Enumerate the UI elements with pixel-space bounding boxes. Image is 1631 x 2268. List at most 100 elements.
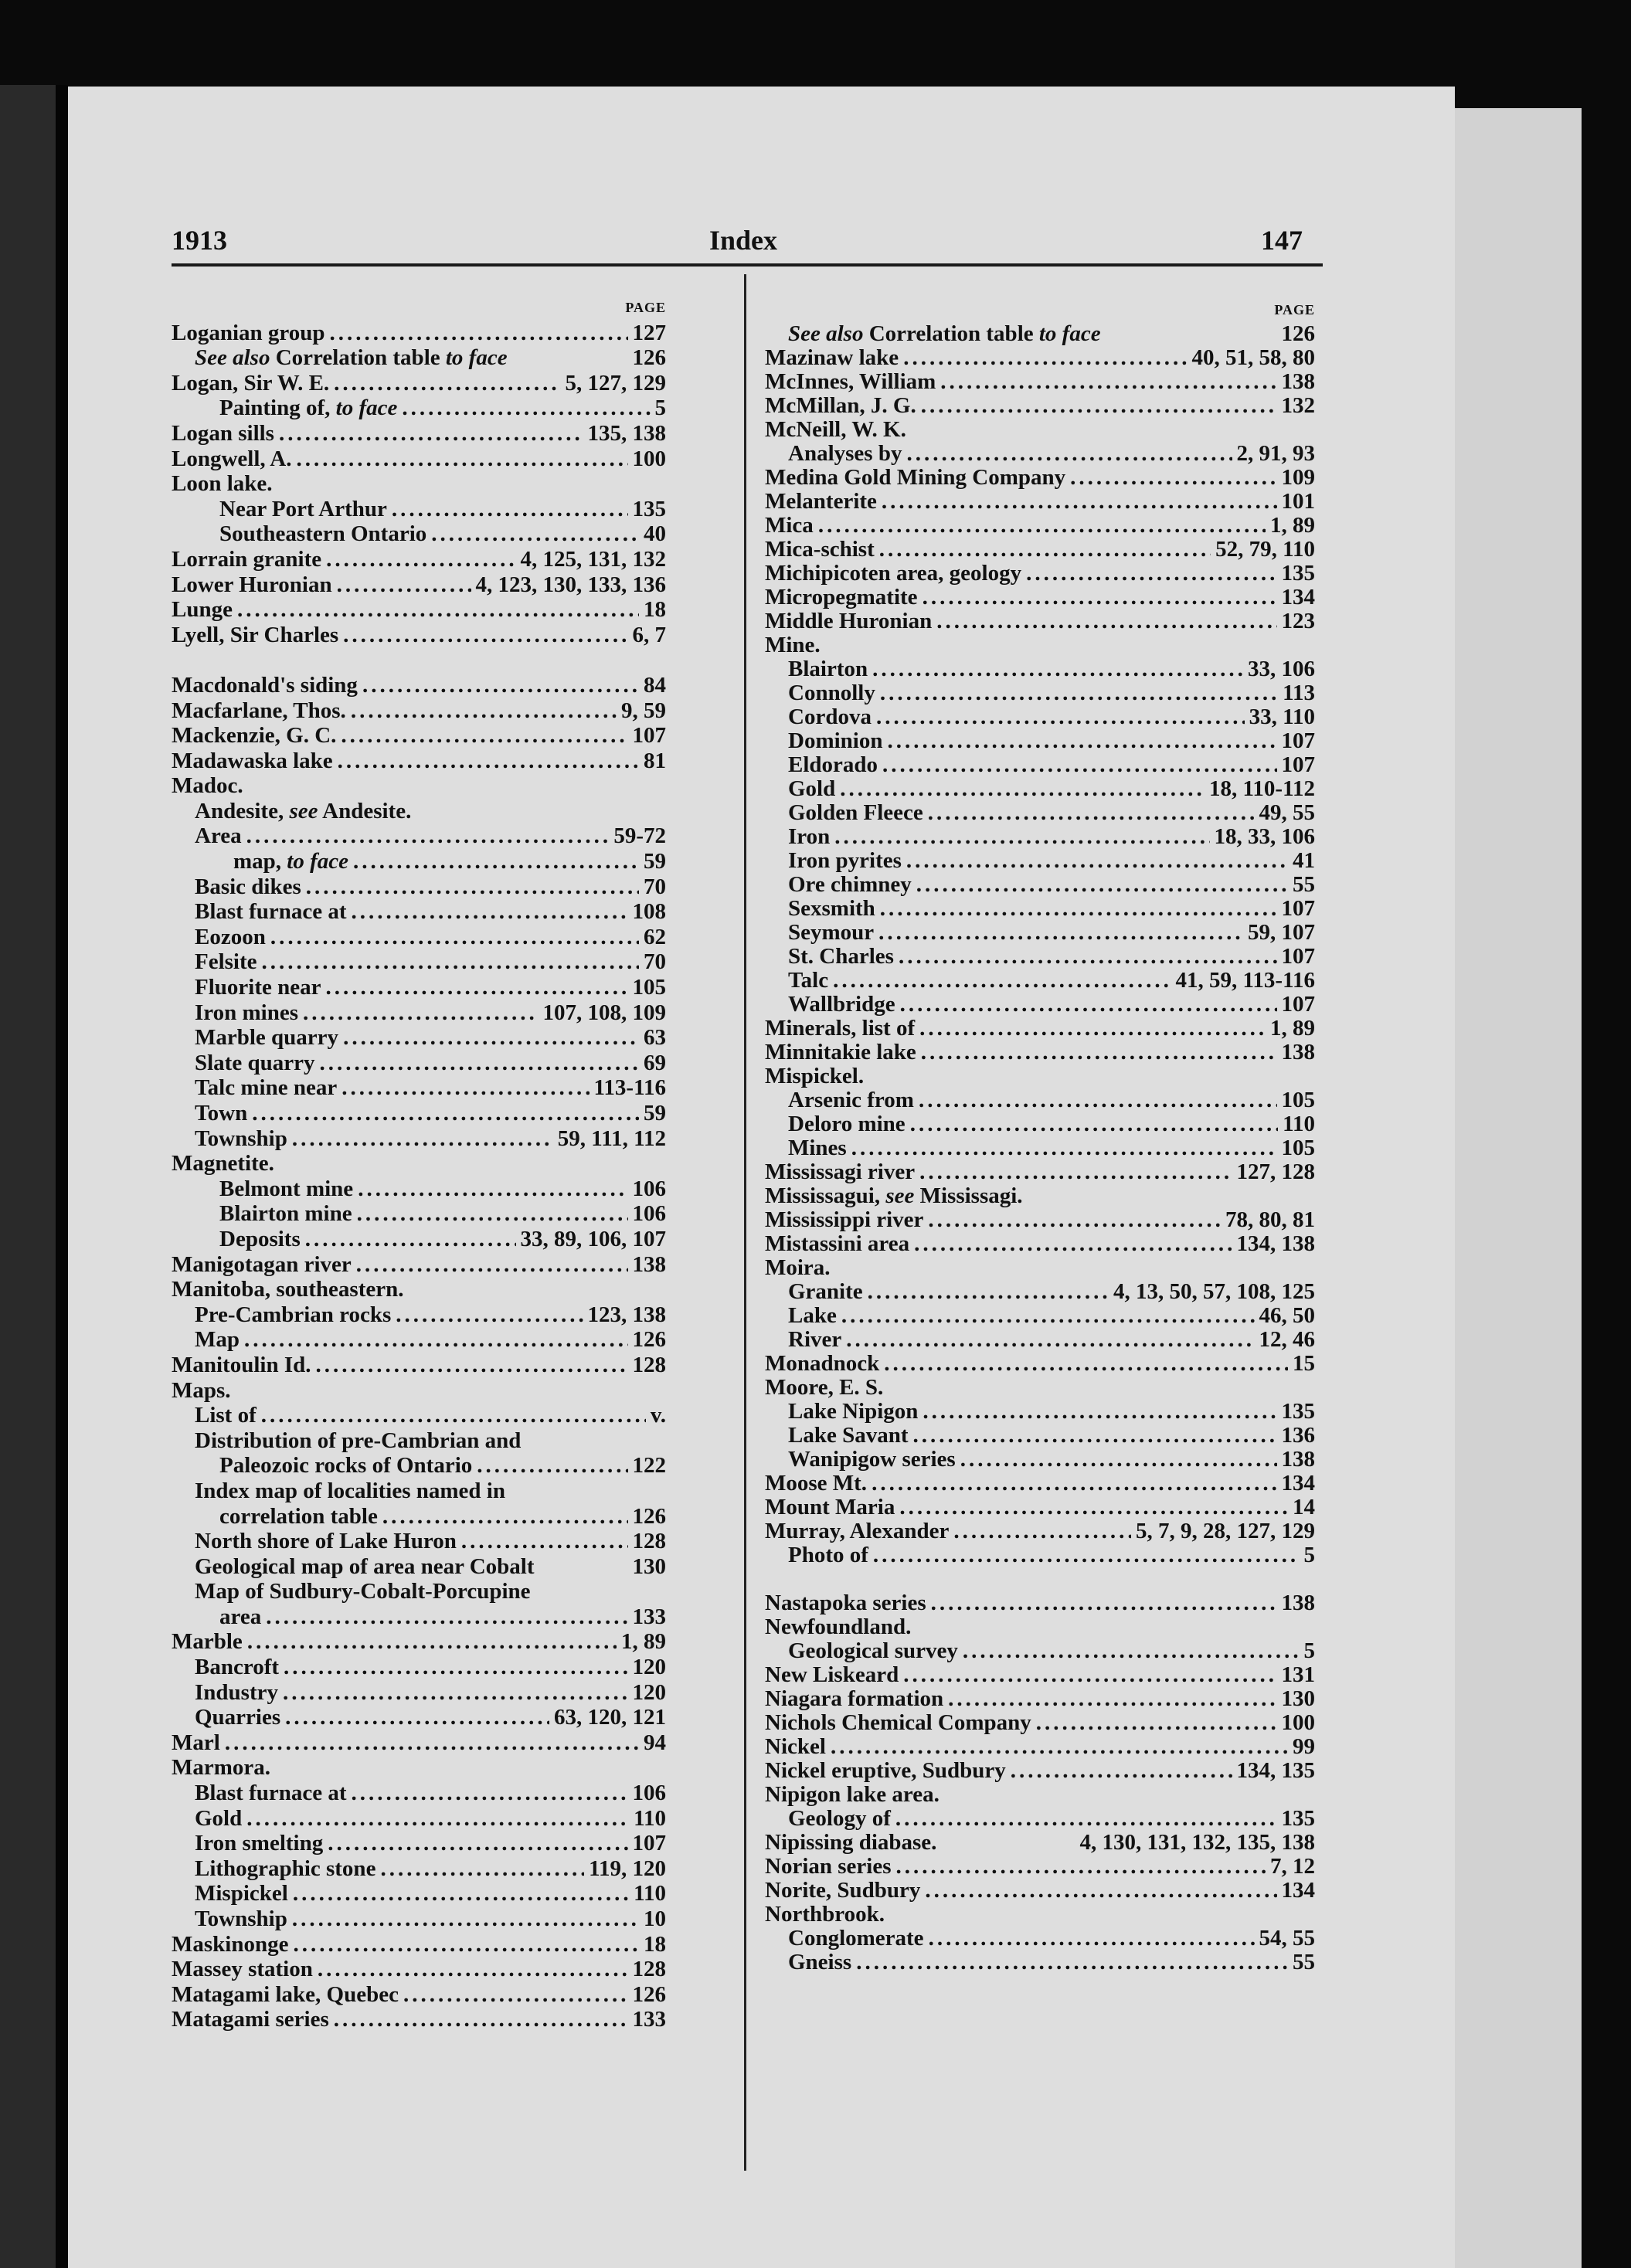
entry-page-numbers: 107 — [1281, 897, 1316, 921]
entry-label: Loganian group — [172, 320, 325, 345]
entry-label: Lunge — [172, 597, 233, 623]
entry-label: Massey station — [172, 1957, 313, 1982]
entry-label: Paleozoic rocks of Ontario — [219, 1453, 473, 1479]
entry-label: Map of Sudbury-Cobalt-Porcupine — [195, 1579, 531, 1604]
index-entry: Geological map of area near Cobalt 130 — [172, 1554, 666, 1580]
entry-page-numbers: 126 — [1281, 322, 1316, 346]
index-entry: Andesite, see Andesite. — [172, 799, 666, 824]
dot-leader: ........................................… — [872, 657, 1243, 681]
entry-label: Macdonald's siding — [172, 672, 358, 698]
entry-label: Monadnock — [765, 1352, 880, 1376]
entry-page-numbers: 7, 12 — [1270, 1855, 1315, 1879]
entry-page-numbers: 130 — [1281, 1687, 1316, 1711]
index-entry: Township................................… — [172, 1126, 666, 1152]
entry-label: Mispickel. — [765, 1064, 865, 1088]
entry-label: Maps. — [172, 1377, 231, 1403]
entry-page-numbers: 52, 79, 110 — [1215, 538, 1315, 562]
header-year: 1913 — [172, 225, 227, 256]
entry-page-numbers: 55 — [1293, 873, 1315, 897]
index-entry: Mica-schist.............................… — [765, 538, 1315, 562]
entry-page-numbers: 134 — [1281, 1472, 1316, 1496]
entry-label: Lorrain granite — [172, 546, 322, 572]
index-entry: Mississippi river.......................… — [765, 1208, 1315, 1232]
index-entry: See also Correlation table to face 126 — [765, 322, 1315, 346]
index-entry: Magnetite. — [172, 1151, 666, 1176]
entry-label: Moira. — [765, 1256, 831, 1280]
dot-leader: ........................................… — [477, 1453, 627, 1479]
entry-page-numbers: 136 — [1281, 1424, 1316, 1448]
entry-label: Iron smelting — [195, 1831, 324, 1856]
index-entry: Industry................................… — [172, 1680, 666, 1706]
entry-page-numbers: 81 — [644, 748, 666, 773]
column-divider — [744, 274, 746, 2171]
index-entry: Arsenic from............................… — [765, 1088, 1315, 1112]
entry-page-numbers: 133 — [632, 1604, 667, 1629]
entry-page-numbers: 62 — [644, 924, 666, 949]
entry-label: Nastapoka series — [765, 1591, 926, 1615]
index-entry: Norian series...........................… — [765, 1855, 1315, 1879]
dot-leader: ........................................… — [887, 729, 1277, 753]
dot-leader: ........................................… — [351, 1781, 628, 1806]
entry-label: Eldorado — [788, 753, 878, 777]
index-entry: Gold....................................… — [172, 1806, 666, 1832]
index-entry: Marble..................................… — [172, 1629, 666, 1655]
index-entry: Nickel..................................… — [765, 1735, 1315, 1759]
index-entry: Near Port Arthur........................… — [172, 497, 666, 522]
entry-page-numbers: 105 — [1281, 1136, 1316, 1160]
index-entry: Macdonald's siding......................… — [172, 673, 666, 698]
entry-label: Macfarlane, Thos. — [172, 698, 346, 723]
entry-label: Talc mine near — [195, 1075, 338, 1101]
entry-label: Mount Maria — [765, 1496, 895, 1519]
index-entry: Cordova.................................… — [765, 705, 1315, 729]
entry-page-numbers: 105 — [632, 975, 667, 1000]
index-entry: Nipigon lake area. — [765, 1783, 1315, 1807]
header-page-number: 147 — [1261, 225, 1303, 256]
entry-page-numbers: 100 — [632, 446, 667, 471]
index-entry: Melanterite.............................… — [765, 490, 1315, 514]
dot-leader: ........................................… — [343, 1025, 639, 1051]
dot-leader: ........................................… — [916, 873, 1288, 897]
entry-label: Lower Huronian — [172, 572, 332, 597]
entry-label: McMillan, J. G. — [765, 394, 916, 418]
index-entry: Massey station..........................… — [172, 1957, 666, 1982]
entry-label: Loon lake. — [172, 471, 273, 497]
entry-page-numbers: 69 — [644, 1050, 666, 1075]
entry-page-numbers: 59 — [644, 849, 666, 874]
index-entry: Lake Savant.............................… — [765, 1424, 1315, 1448]
dot-leader: ........................................… — [840, 777, 1205, 801]
dot-leader: ........................................… — [224, 1730, 639, 1755]
dot-leader: ........................................… — [284, 1655, 628, 1680]
dot-leader: ........................................… — [817, 514, 1266, 538]
dot-leader: ........................................… — [1070, 466, 1276, 490]
entry-label: Township — [195, 1906, 287, 1931]
entry-page-numbers: 54, 55 — [1259, 1927, 1316, 1951]
dot-leader: ........................................… — [922, 586, 1277, 609]
dot-leader: ........................................… — [304, 1226, 516, 1251]
index-entry: Granite.................................… — [765, 1280, 1315, 1304]
index-entry: Distribution of pre-Cambrian and — [172, 1428, 666, 1454]
index-entry: Matagami lake, Quebec...................… — [172, 1982, 666, 2008]
entry-label: Bancroft — [195, 1655, 280, 1680]
index-entry: Marl....................................… — [172, 1730, 666, 1756]
entry-page-numbers: 132 — [1281, 394, 1316, 418]
entry-page-numbers: 126 — [632, 1327, 667, 1353]
entry-page-numbers: 2, 91, 93 — [1236, 442, 1316, 466]
entry-page-numbers: 131 — [1281, 1663, 1316, 1687]
index-entry: Talc mine near..........................… — [172, 1075, 666, 1101]
entry-page-numbers: 133 — [632, 2007, 667, 2032]
entry-label: Mistassini area — [765, 1232, 910, 1256]
entry-page-numbers: 130 — [632, 1553, 667, 1579]
dot-leader: ........................................… — [960, 1448, 1277, 1472]
entry-page-numbers: 122 — [632, 1453, 667, 1479]
dot-leader: ........................................… — [246, 1629, 617, 1655]
entry-label: Belmont mine — [219, 1176, 354, 1201]
dot-leader: ........................................… — [919, 1160, 1232, 1184]
entry-label: Lyell, Sir Charles — [172, 622, 339, 647]
entry-label: Nipissing diabase. — [765, 1831, 937, 1855]
index-entry: Mississagui, see Mississagi. — [765, 1184, 1315, 1208]
dot-leader: ........................................… — [919, 1017, 1266, 1041]
entry-label: Nickel — [765, 1735, 826, 1759]
index-entry: Maps. — [172, 1378, 666, 1404]
index-entry: Madoc. — [172, 773, 666, 799]
dot-leader: ........................................… — [246, 1805, 630, 1831]
